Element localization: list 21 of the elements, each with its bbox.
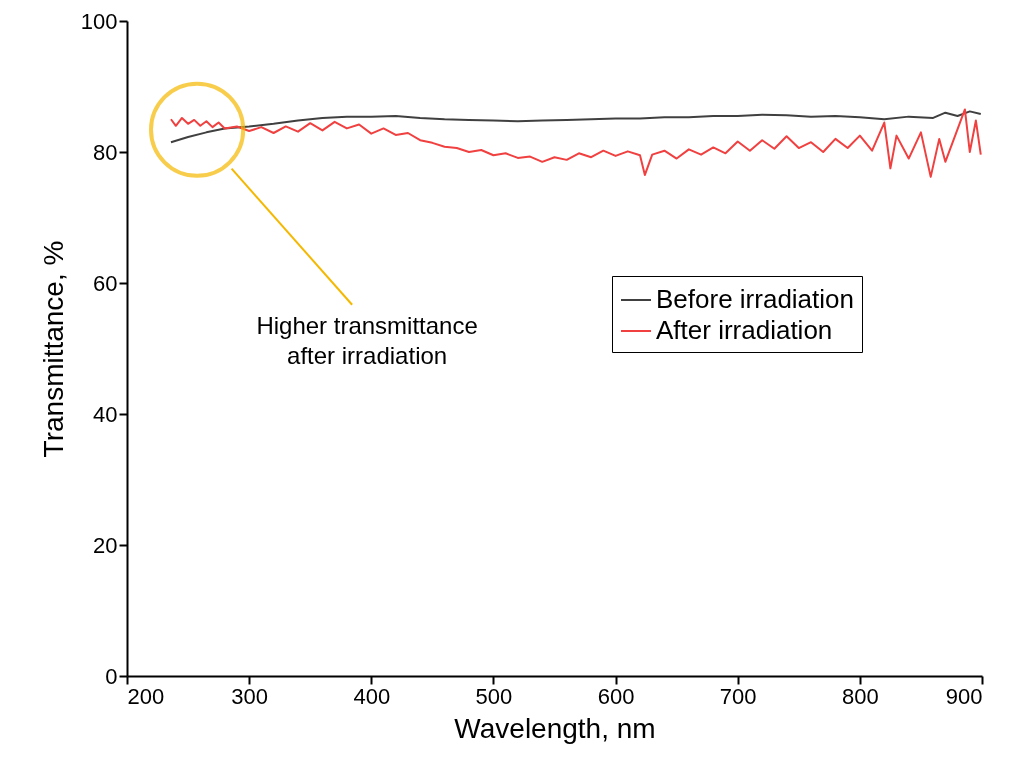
x-tick-label: 200 [127, 683, 165, 709]
x-tick-label: 900 [945, 683, 983, 709]
y-tick-label: 100 [80, 8, 118, 34]
legend-label: Before irradiation [656, 284, 854, 314]
y-tick-label: 40 [93, 401, 118, 427]
x-tick-label: 400 [353, 683, 391, 709]
legend-label: After irradiation [656, 315, 833, 345]
line-series [169, 108, 982, 178]
x-tick-label: 300 [231, 683, 268, 709]
line-series [169, 110, 982, 144]
x-tick-label: 500 [475, 683, 513, 709]
y-axis-title: Transmittance, % [37, 240, 69, 458]
y-tick-label: 80 [93, 139, 118, 165]
y-tick-label: 0 [105, 663, 118, 689]
annotation: Higher transmittance after irradiation [256, 311, 478, 369]
y-tick-label: 60 [93, 270, 118, 296]
x-axis-title: Wavelength, nm [454, 712, 656, 744]
x-tick-label: 800 [842, 683, 879, 709]
x-tick-label: 600 [597, 683, 635, 709]
x-tick-label: 700 [719, 683, 757, 709]
y-tick-label: 20 [93, 532, 118, 558]
